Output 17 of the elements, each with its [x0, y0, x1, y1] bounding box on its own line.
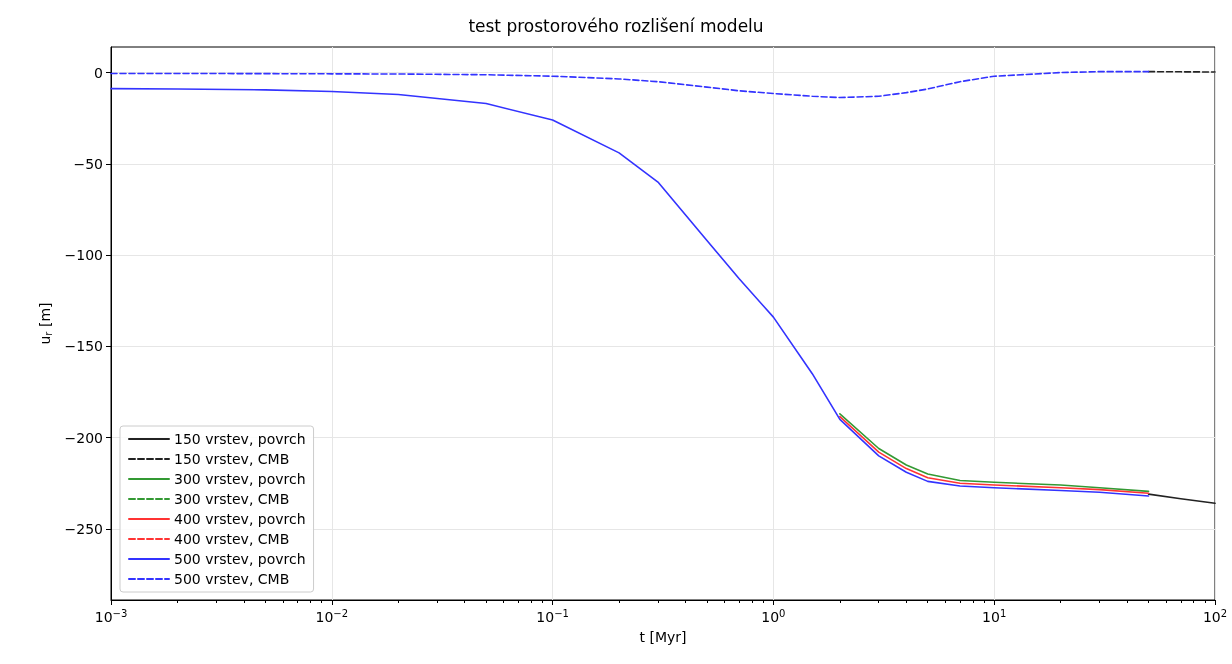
legend-label: 400 vrstev, povrch	[174, 511, 306, 527]
y-tick-label: −150	[64, 338, 103, 355]
legend-label: 150 vrstev, CMB	[174, 451, 290, 467]
legend-label: 150 vrstev, povrch	[174, 431, 306, 447]
legend-label: 500 vrstev, povrch	[174, 551, 306, 567]
legend-label: 300 vrstev, povrch	[174, 471, 306, 487]
y-tick-label: 0	[94, 64, 103, 81]
legend-label: 300 vrstev, CMB	[174, 491, 290, 507]
chart-title: test prostorového rozlišení modelu	[468, 15, 764, 36]
y-axis-title: ur [m]	[36, 302, 55, 345]
y-tick-label: −100	[64, 247, 103, 264]
y-tick-label: −250	[64, 520, 103, 537]
legend-label: 400 vrstev, CMB	[174, 531, 290, 547]
legend-label: 500 vrstev, CMB	[174, 571, 290, 587]
y-tick-label: −200	[64, 429, 103, 446]
x-axis-title: t [Myr]	[639, 629, 687, 645]
y-tick-label: −50	[73, 155, 103, 172]
